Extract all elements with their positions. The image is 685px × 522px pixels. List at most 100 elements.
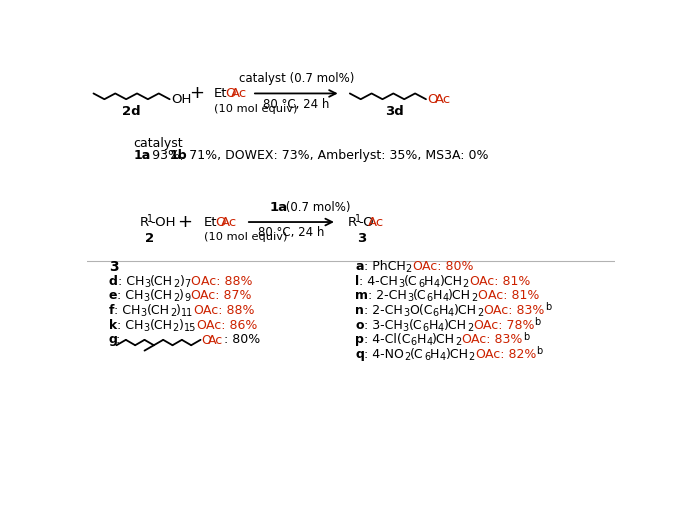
Text: O: O [412, 260, 422, 273]
Text: 3: 3 [403, 308, 409, 318]
Text: (CH: (CH [150, 290, 173, 302]
Text: 3d: 3d [385, 105, 403, 118]
Text: )CH: )CH [444, 319, 467, 331]
Text: )CH: )CH [445, 348, 469, 361]
Text: -O: -O [358, 216, 374, 229]
Text: 3: 3 [407, 293, 413, 303]
Text: b: b [523, 332, 529, 342]
Text: -OH: -OH [151, 216, 176, 229]
Text: q: q [356, 348, 364, 361]
Text: Ac: 88%: Ac: 88% [201, 275, 252, 288]
Text: O: O [473, 319, 483, 331]
Text: 2: 2 [173, 323, 179, 333]
Text: H: H [424, 275, 434, 288]
Text: catalyst (0.7 mol%): catalyst (0.7 mol%) [238, 72, 354, 85]
Text: Ac: 87%: Ac: 87% [200, 290, 251, 302]
Text: : 2-CH: : 2-CH [369, 290, 407, 302]
Text: Ac: 80%: Ac: 80% [422, 260, 473, 273]
Text: 3: 3 [144, 279, 150, 289]
Text: catalyst: catalyst [134, 137, 183, 150]
Text: Ac: 86%: Ac: 86% [206, 319, 258, 331]
Text: Ac: Ac [232, 87, 247, 100]
Text: Ac: Ac [221, 216, 238, 229]
Text: O: O [477, 290, 488, 302]
Text: 3: 3 [109, 259, 119, 274]
Text: l: l [356, 275, 360, 288]
Text: b: b [536, 347, 543, 357]
Text: 4: 4 [434, 279, 440, 289]
Text: ): ) [179, 275, 184, 288]
Text: (10 mol equiv): (10 mol equiv) [214, 104, 297, 114]
Text: 1: 1 [355, 214, 360, 224]
Text: 2: 2 [477, 308, 484, 318]
Text: 6: 6 [427, 293, 433, 303]
Text: k: k [109, 319, 117, 331]
Text: 6: 6 [424, 352, 430, 362]
Text: Ac: 83%: Ac: 83% [471, 334, 523, 346]
Text: n: n [356, 304, 364, 317]
Text: 3: 3 [357, 232, 366, 245]
Text: R: R [140, 216, 149, 229]
Text: a: a [356, 260, 364, 273]
Text: : CH: : CH [117, 290, 144, 302]
Text: O: O [215, 216, 225, 229]
Text: g: g [109, 334, 118, 346]
Text: 2: 2 [173, 293, 179, 303]
Text: ): ) [179, 319, 184, 331]
Text: b: b [534, 317, 540, 327]
Text: 2: 2 [406, 264, 412, 274]
Text: 2: 2 [471, 293, 477, 303]
Text: Et: Et [214, 87, 227, 100]
Text: : CH: : CH [118, 275, 144, 288]
Text: (CH: (CH [149, 319, 173, 331]
Text: 6: 6 [418, 279, 424, 289]
Text: 2: 2 [469, 352, 475, 362]
Text: 3: 3 [144, 293, 150, 303]
Text: (CH: (CH [147, 304, 170, 317]
Text: 80 °C, 24 h: 80 °C, 24 h [258, 227, 325, 239]
Text: Ac: Ac [368, 216, 384, 229]
Text: (0.7 mol%): (0.7 mol%) [282, 201, 351, 214]
Text: 3: 3 [398, 279, 404, 289]
Text: R: R [347, 216, 357, 229]
Text: 2d: 2d [122, 105, 141, 118]
Text: 4: 4 [443, 293, 449, 303]
Text: : CH: : CH [117, 319, 144, 331]
Text: 4: 4 [438, 323, 444, 333]
Text: : 2-CH: : 2-CH [364, 304, 403, 317]
Text: ): ) [176, 304, 181, 317]
Text: O: O [469, 275, 479, 288]
Text: 6: 6 [422, 323, 428, 333]
Text: 1: 1 [147, 214, 153, 224]
Text: (C: (C [413, 290, 427, 302]
Text: Ac: 82%: Ac: 82% [485, 348, 536, 361]
Text: : 3-CH: : 3-CH [364, 319, 403, 331]
Text: (CH: (CH [150, 275, 173, 288]
Text: Et: Et [203, 216, 217, 229]
Text: : 4-Cl(C: : 4-Cl(C [364, 334, 411, 346]
Text: 7: 7 [184, 279, 190, 289]
Text: 3: 3 [141, 308, 147, 318]
Text: : 93%,: : 93%, [145, 149, 188, 162]
Text: O: O [190, 275, 201, 288]
Text: H: H [433, 290, 443, 302]
Text: )CH: )CH [449, 290, 471, 302]
Text: OH: OH [171, 93, 192, 106]
Text: b: b [545, 303, 551, 313]
Text: 11: 11 [181, 308, 193, 318]
Text: : CH: : CH [114, 304, 141, 317]
Text: : 4-NO: : 4-NO [364, 348, 404, 361]
Text: O: O [225, 87, 236, 100]
Text: H: H [428, 319, 438, 331]
Text: 4: 4 [448, 308, 454, 318]
Text: 1a: 1a [270, 201, 288, 214]
Text: Ac: Ac [208, 334, 223, 347]
Text: (C: (C [404, 275, 418, 288]
Text: : PhCH: : PhCH [364, 260, 406, 273]
Text: e: e [109, 290, 117, 302]
Text: 3: 3 [403, 323, 409, 333]
Text: O: O [201, 334, 211, 347]
Text: : 4-CH: : 4-CH [360, 275, 398, 288]
Text: 2: 2 [456, 337, 462, 347]
Text: :: : [115, 334, 119, 346]
